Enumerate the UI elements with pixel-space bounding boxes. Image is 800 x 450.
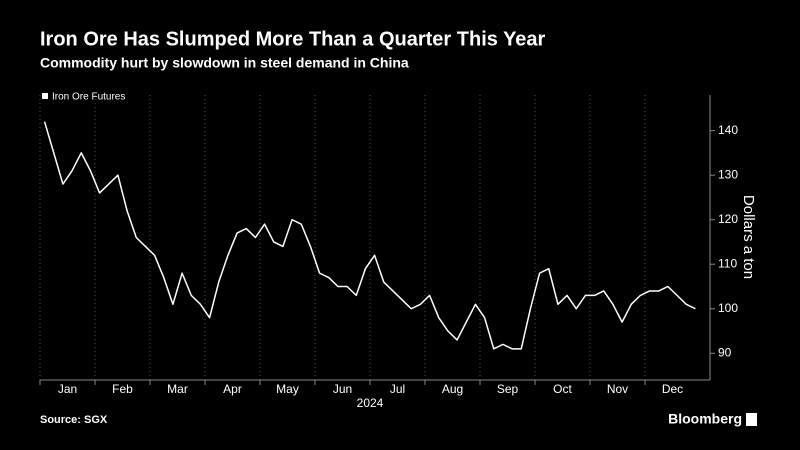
x-tick-label: Jun	[333, 382, 352, 396]
y-tick-label: 120	[718, 212, 738, 226]
y-axis-label: Dollars a ton	[740, 195, 757, 279]
brand-icon	[746, 413, 757, 426]
chart-title: Iron Ore Has Slumped More Than a Quarter…	[40, 28, 546, 50]
x-axis-label: 2024	[357, 396, 384, 410]
x-tick-label: Jul	[390, 382, 405, 396]
x-tick-label: Jan	[58, 382, 77, 396]
legend-label: Iron Ore Futures	[52, 92, 125, 103]
y-tick-label: 100	[718, 301, 738, 315]
x-tick-label: Sep	[497, 382, 519, 396]
x-tick-label: May	[276, 382, 299, 396]
y-tick-label: 90	[718, 345, 732, 359]
x-tick-label: Aug	[442, 382, 463, 396]
x-tick-label: Apr	[223, 382, 242, 396]
chart-subtitle: Commodity hurt by slowdown in steel dema…	[40, 55, 409, 71]
x-tick-label: Nov	[607, 382, 628, 396]
y-tick-label: 130	[718, 167, 738, 181]
brand: Bloomberg	[668, 411, 742, 427]
x-tick-label: Dec	[662, 382, 683, 396]
legend-swatch	[42, 93, 48, 99]
x-tick-label: Mar	[167, 382, 188, 396]
y-tick-label: 110	[718, 256, 737, 270]
source: Source: SGX	[40, 414, 108, 426]
x-tick-label: Oct	[553, 382, 572, 396]
x-tick-label: Feb	[112, 382, 133, 396]
y-tick-label: 140	[718, 123, 738, 137]
line	[43, 121, 696, 350]
